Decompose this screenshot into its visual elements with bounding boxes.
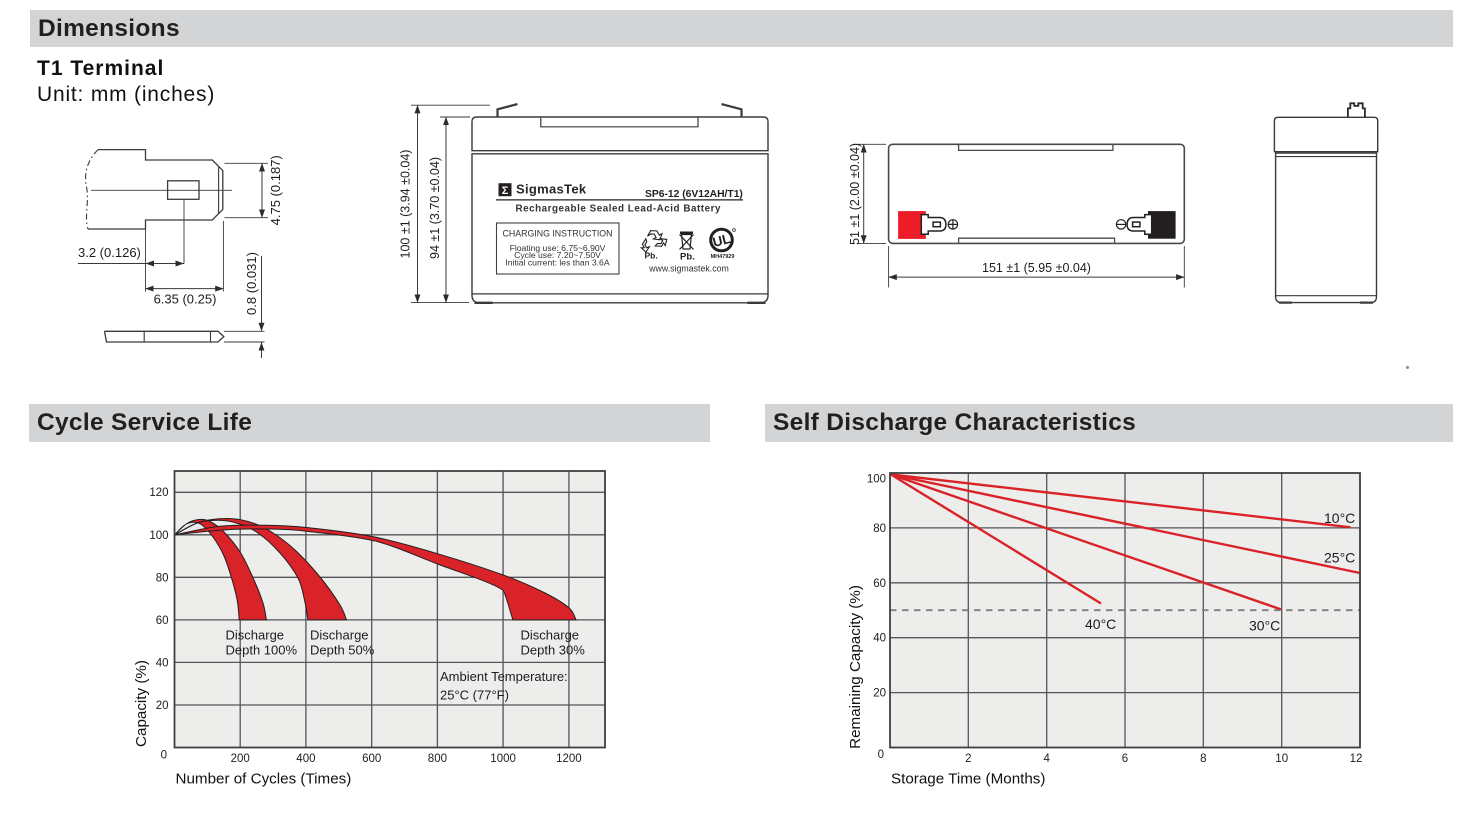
svg-text:100: 100: [867, 474, 886, 486]
svg-text:0.8 (0.031): 0.8 (0.031): [244, 252, 259, 315]
svg-text:20: 20: [156, 700, 169, 712]
svg-text:800: 800: [428, 753, 447, 765]
svg-text:Discharge: Discharge: [310, 628, 369, 643]
svg-text:Pb.: Pb.: [680, 252, 695, 263]
svg-text:Number of Cycles (Times): Number of Cycles (Times): [176, 771, 352, 788]
svg-text:Remaining Capacity (%): Remaining Capacity (%): [847, 585, 864, 749]
svg-text:25°C: 25°C: [1324, 550, 1355, 566]
svg-text:4: 4: [1043, 753, 1050, 765]
svg-text:200: 200: [231, 753, 250, 765]
svg-text:60: 60: [873, 578, 886, 590]
svg-text:Cycle use: 7.20~7.50V: Cycle use: 7.20~7.50V: [514, 250, 601, 260]
svg-text:40: 40: [873, 633, 886, 645]
svg-text:51 ±1 (2.00 ±0.04): 51 ±1 (2.00 ±0.04): [848, 143, 862, 245]
svg-text:1200: 1200: [556, 753, 582, 765]
svg-text:40°C: 40°C: [1085, 616, 1116, 632]
svg-text:3.2 (0.126): 3.2 (0.126): [78, 245, 141, 260]
svg-text:MH47929: MH47929: [711, 254, 735, 260]
svg-text:Pb.: Pb.: [645, 251, 658, 261]
svg-text:Depth 100%: Depth 100%: [226, 643, 298, 658]
svg-text:Depth 30%: Depth 30%: [521, 643, 586, 658]
svg-text:100 ±1 (3.94 ±0.04): 100 ±1 (3.94 ±0.04): [399, 150, 413, 259]
svg-text:6: 6: [1122, 753, 1128, 765]
svg-text:Discharge: Discharge: [521, 628, 580, 643]
svg-text:Floating use: 6.75~6.90V: Floating use: 6.75~6.90V: [510, 243, 606, 253]
svg-text:60: 60: [156, 615, 169, 627]
svg-text:80: 80: [156, 572, 169, 584]
svg-text:Ambient Temperature:: Ambient Temperature:: [440, 669, 568, 684]
svg-text:Rechargeable Sealed Lead-Acid: Rechargeable Sealed Lead-Acid Battery: [516, 204, 721, 215]
svg-text:40: 40: [156, 657, 169, 669]
svg-text:0: 0: [161, 750, 167, 762]
svg-text:94 ±1 (3.70 ±0.04): 94 ±1 (3.70 ±0.04): [428, 157, 442, 259]
svg-text:4.75 (0.187): 4.75 (0.187): [268, 155, 283, 225]
svg-text:Storage Time (Months): Storage Time (Months): [891, 771, 1045, 788]
svg-text:UL: UL: [711, 231, 732, 250]
svg-text:SigmasTek: SigmasTek: [516, 182, 587, 197]
svg-text:Discharge: Discharge: [226, 628, 285, 643]
svg-text:8: 8: [1200, 753, 1206, 765]
svg-text:100: 100: [149, 530, 168, 542]
svg-text:Depth 50%: Depth 50%: [310, 643, 375, 658]
svg-text:1000: 1000: [490, 753, 516, 765]
svg-text:2: 2: [965, 753, 971, 765]
svg-text:10: 10: [1275, 753, 1288, 765]
svg-text:400: 400: [296, 753, 315, 765]
svg-text:6.35 (0.25): 6.35 (0.25): [154, 292, 217, 307]
svg-text:120: 120: [149, 487, 168, 499]
svg-text:12: 12: [1350, 753, 1363, 765]
svg-text:0: 0: [878, 749, 884, 761]
svg-text:30°C: 30°C: [1249, 618, 1280, 634]
svg-text:www.sigmastek.com: www.sigmastek.com: [648, 263, 729, 273]
svg-text:600: 600: [362, 753, 381, 765]
svg-text:Σ: Σ: [502, 185, 509, 197]
svg-text:CHARGING INSTRUCTION: CHARGING INSTRUCTION: [503, 229, 613, 239]
svg-text:SP6-12 (6V12AH/T1): SP6-12 (6V12AH/T1): [645, 189, 743, 200]
svg-text:25°C (77°F): 25°C (77°F): [440, 688, 509, 703]
svg-text:80: 80: [873, 523, 886, 535]
svg-text:10°C: 10°C: [1324, 510, 1355, 526]
svg-text:20: 20: [873, 688, 886, 700]
svg-text:Initial current: les than 3.6A: Initial current: les than 3.6A: [505, 257, 609, 267]
svg-text:Capacity (%): Capacity (%): [133, 660, 150, 747]
svg-text:151 ±1 (5.95 ±0.04): 151 ±1 (5.95 ±0.04): [982, 261, 1091, 275]
